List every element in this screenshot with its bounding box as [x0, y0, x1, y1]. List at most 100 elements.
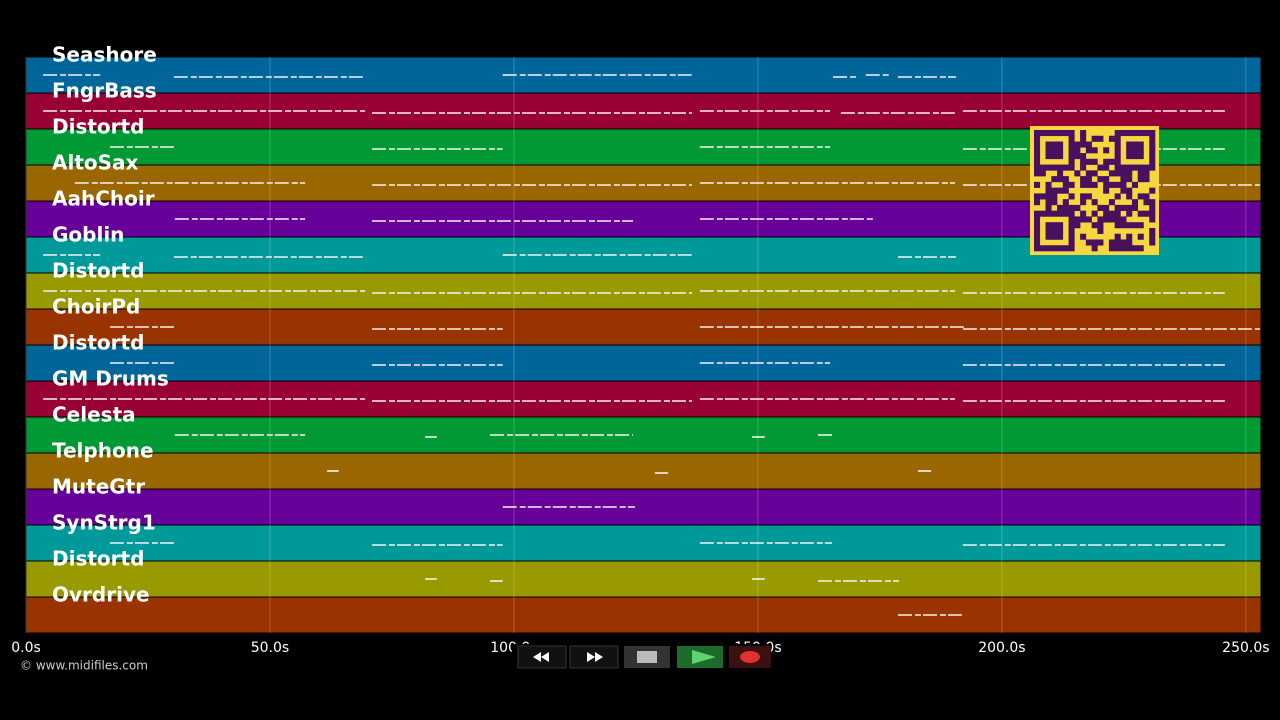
- qr-cell: [1149, 199, 1156, 206]
- qr-cell: [1091, 222, 1098, 229]
- qr-cell: [1149, 187, 1156, 194]
- qr-cell: [1068, 227, 1075, 235]
- qr-cell: [1108, 181, 1115, 188]
- stop-button[interactable]: [624, 646, 670, 668]
- qr-cell: [1108, 158, 1115, 165]
- qr-cell: [1062, 204, 1069, 211]
- qr-cell: [1068, 141, 1075, 148]
- qr-cell: [1149, 135, 1156, 142]
- qr-cell: [1039, 193, 1046, 200]
- qr-cell: [1108, 239, 1115, 246]
- qr-cell: [1062, 199, 1069, 206]
- tick-label: 0.0s: [11, 640, 41, 656]
- player-controls: [512, 644, 771, 670]
- qr-cell: [1097, 216, 1104, 223]
- qr-cell: [1080, 199, 1087, 206]
- qr-cell: [1120, 245, 1127, 252]
- qr-cell: [1045, 181, 1052, 188]
- qr-cell: [1126, 164, 1133, 171]
- qr-cell: [1057, 147, 1064, 154]
- qr-cell: [1045, 222, 1052, 229]
- qr-cell: [1034, 158, 1041, 165]
- qr-cell: [1091, 181, 1098, 188]
- qr-cell: [1080, 135, 1087, 142]
- qr-cell: [1120, 216, 1127, 223]
- qr-cell: [1114, 170, 1121, 177]
- qr-cell: [1149, 216, 1156, 223]
- qr-cell: [1149, 164, 1156, 171]
- track-row: [25, 524, 1262, 562]
- qr-cell: [1137, 170, 1144, 177]
- qr-cell: [1114, 135, 1121, 142]
- qr-cell: [1085, 239, 1092, 246]
- qr-cell: [1034, 193, 1041, 200]
- qr-cell: [1034, 222, 1041, 229]
- qr-cell: [1114, 210, 1121, 217]
- qr-cell: [1051, 233, 1058, 240]
- qr-cell: [1097, 222, 1104, 229]
- qr-cell: [1062, 130, 1069, 137]
- fast-forward-button[interactable]: [569, 645, 619, 669]
- track-row: [25, 560, 1262, 598]
- rewind-button[interactable]: [517, 645, 567, 669]
- track-label: SynStrg1: [52, 511, 156, 535]
- qr-cell: [1108, 210, 1115, 217]
- qr-cell: [1034, 210, 1041, 217]
- qr-cell: [1097, 176, 1104, 183]
- qr-cell: [1051, 141, 1058, 148]
- qr-cell: [1091, 147, 1098, 154]
- qr-cell: [1103, 187, 1110, 194]
- track-row: [25, 488, 1262, 526]
- qr-cell: [1057, 233, 1064, 240]
- qr-cell: [1039, 245, 1046, 252]
- qr-cell: [1045, 187, 1052, 194]
- qr-cell: [1045, 245, 1052, 252]
- qr-cell: [1057, 245, 1064, 252]
- qr-cell: [1137, 130, 1144, 137]
- qr-cell: [1120, 176, 1127, 183]
- qr-cell: [1068, 239, 1075, 246]
- qr-cell: [1143, 130, 1150, 137]
- tick-label: 250.0s: [1222, 640, 1269, 656]
- qr-cell: [1074, 222, 1081, 229]
- qr-cell: [1045, 141, 1052, 148]
- qr-cell: [1097, 239, 1104, 246]
- qr-cell: [1131, 204, 1139, 211]
- track-label: FngrBass: [52, 79, 157, 103]
- qr-cell: [1114, 239, 1121, 246]
- qr-cell: [1149, 147, 1156, 154]
- qr-cell: [1062, 245, 1069, 252]
- qr-cell: [1080, 130, 1087, 137]
- qr-cell: [1068, 193, 1075, 200]
- qr-cell: [1137, 141, 1144, 148]
- record-button[interactable]: [729, 646, 771, 668]
- qr-cell: [1057, 210, 1064, 217]
- qr-cell: [1097, 227, 1104, 235]
- qr-cell: [1051, 199, 1058, 206]
- qr-cell: [1126, 141, 1133, 148]
- track-label: GM Drums: [52, 367, 169, 391]
- track-label: Goblin: [52, 223, 124, 247]
- qr-cell: [1068, 245, 1075, 252]
- qr-cell: [1080, 158, 1087, 165]
- qr-cell: [1080, 233, 1087, 240]
- qr-cell: [1126, 222, 1133, 229]
- qr-cell: [1085, 158, 1092, 165]
- qr-cell: [1137, 210, 1144, 217]
- qr-cell: [1045, 153, 1052, 160]
- qr-cell: [1039, 130, 1046, 137]
- qr-cell: [1091, 239, 1098, 246]
- qr-cell: [1085, 141, 1092, 148]
- play-button[interactable]: [677, 646, 723, 668]
- qr-cell: [1126, 193, 1133, 200]
- qr-cell: [1131, 181, 1139, 188]
- qr-cell: [1034, 245, 1041, 252]
- qr-cell: [1131, 153, 1139, 160]
- qr-cell: [1039, 164, 1046, 171]
- qr-cell: [1114, 181, 1121, 188]
- qr-cell: [1126, 210, 1133, 217]
- qr-cell: [1103, 176, 1110, 183]
- qr-cell: [1114, 216, 1121, 223]
- qr-cell: [1034, 170, 1041, 177]
- time-grid: [25, 57, 1247, 633]
